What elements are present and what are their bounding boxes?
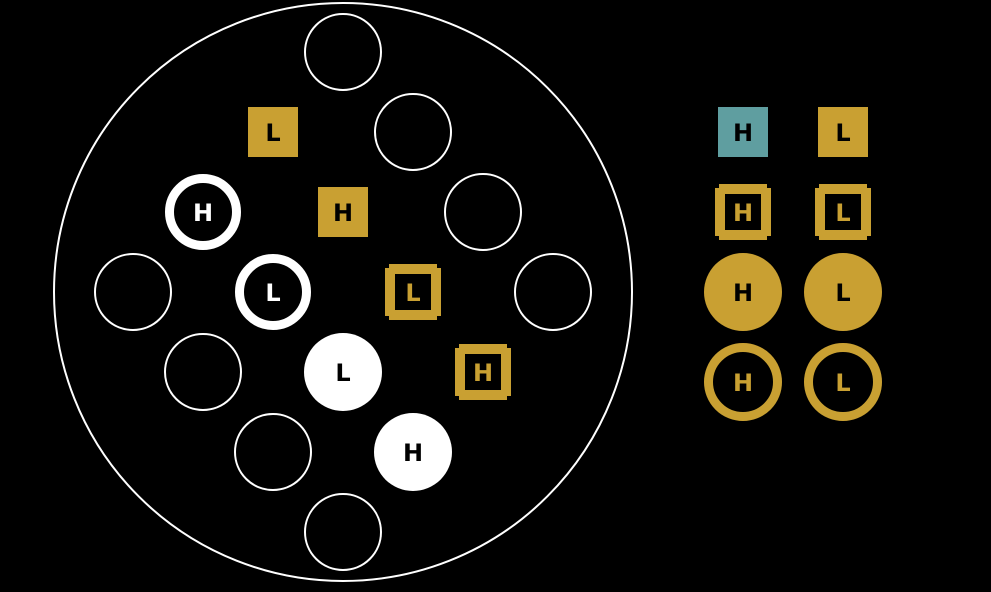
legend-item: H: [704, 253, 782, 331]
gold-ring-piece[interactable]: [804, 343, 882, 421]
board-slot[interactable]: L: [235, 254, 311, 330]
white-ring-piece[interactable]: [235, 254, 311, 330]
white-ring-piece[interactable]: [165, 174, 241, 250]
piece-label: H: [733, 119, 753, 147]
piece-label: L: [835, 369, 850, 397]
piece-label: H: [733, 369, 753, 397]
gold-square-ring-hole: [395, 274, 431, 310]
empty-slot[interactable]: [304, 493, 382, 571]
board-slot[interactable]: L: [304, 333, 382, 411]
board-slot[interactable]: [514, 253, 592, 331]
board-slot[interactable]: [164, 333, 242, 411]
board-slot[interactable]: [234, 413, 312, 491]
piece-label: L: [265, 279, 280, 307]
piece-label: L: [835, 119, 850, 147]
board-slot[interactable]: [444, 173, 522, 251]
piece-label: L: [265, 119, 280, 147]
white-disc-piece[interactable]: [374, 413, 452, 491]
white-disc-piece[interactable]: [304, 333, 382, 411]
piece-label: H: [473, 359, 493, 387]
piece-label: H: [733, 279, 753, 307]
piece-label: L: [335, 359, 350, 387]
legend-item: H: [715, 184, 771, 240]
legend-item: L: [804, 343, 882, 421]
board-slot[interactable]: L: [385, 264, 441, 320]
legend-item: L: [815, 184, 871, 240]
board-outline: [53, 2, 633, 582]
gold-square-piece[interactable]: [318, 187, 368, 237]
empty-slot[interactable]: [164, 333, 242, 411]
board-slot[interactable]: [304, 13, 382, 91]
gold-square-piece[interactable]: [818, 107, 868, 157]
legend-item: L: [818, 107, 868, 157]
board-slot[interactable]: L: [248, 107, 298, 157]
teal-square-piece[interactable]: [718, 107, 768, 157]
gold-square-piece[interactable]: [248, 107, 298, 157]
piece-label: L: [405, 279, 420, 307]
empty-slot[interactable]: [374, 93, 452, 171]
board-slots: L H H L L L H H: [94, 13, 592, 571]
piece-label: H: [333, 199, 353, 227]
legend-item: L: [804, 253, 882, 331]
legend-item: H: [704, 343, 782, 421]
piece-label: H: [733, 199, 753, 227]
gold-disc-piece[interactable]: [804, 253, 882, 331]
empty-slot[interactable]: [514, 253, 592, 331]
board-slot[interactable]: H: [318, 187, 368, 237]
empty-slot[interactable]: [444, 173, 522, 251]
board-slot[interactable]: [374, 93, 452, 171]
gold-square-ring-hole: [465, 354, 501, 390]
board-slot[interactable]: H: [374, 413, 452, 491]
gold-disc-piece[interactable]: [704, 253, 782, 331]
gold-square-ring-hole: [725, 194, 761, 230]
legend-item: H: [718, 107, 768, 157]
gold-square-ring-hole: [825, 194, 861, 230]
piece-label: H: [193, 199, 213, 227]
board-slot[interactable]: H: [455, 344, 511, 400]
gold-ring-piece[interactable]: [704, 343, 782, 421]
piece-label: L: [835, 279, 850, 307]
empty-slot[interactable]: [94, 253, 172, 331]
piece-legend: H L H L H L H L: [704, 107, 882, 421]
empty-slot[interactable]: [304, 13, 382, 91]
board-slot[interactable]: [94, 253, 172, 331]
empty-slot[interactable]: [234, 413, 312, 491]
board-slot[interactable]: [304, 493, 382, 571]
piece-label: L: [835, 199, 850, 227]
board-slot[interactable]: H: [165, 174, 241, 250]
piece-label: H: [403, 439, 423, 467]
